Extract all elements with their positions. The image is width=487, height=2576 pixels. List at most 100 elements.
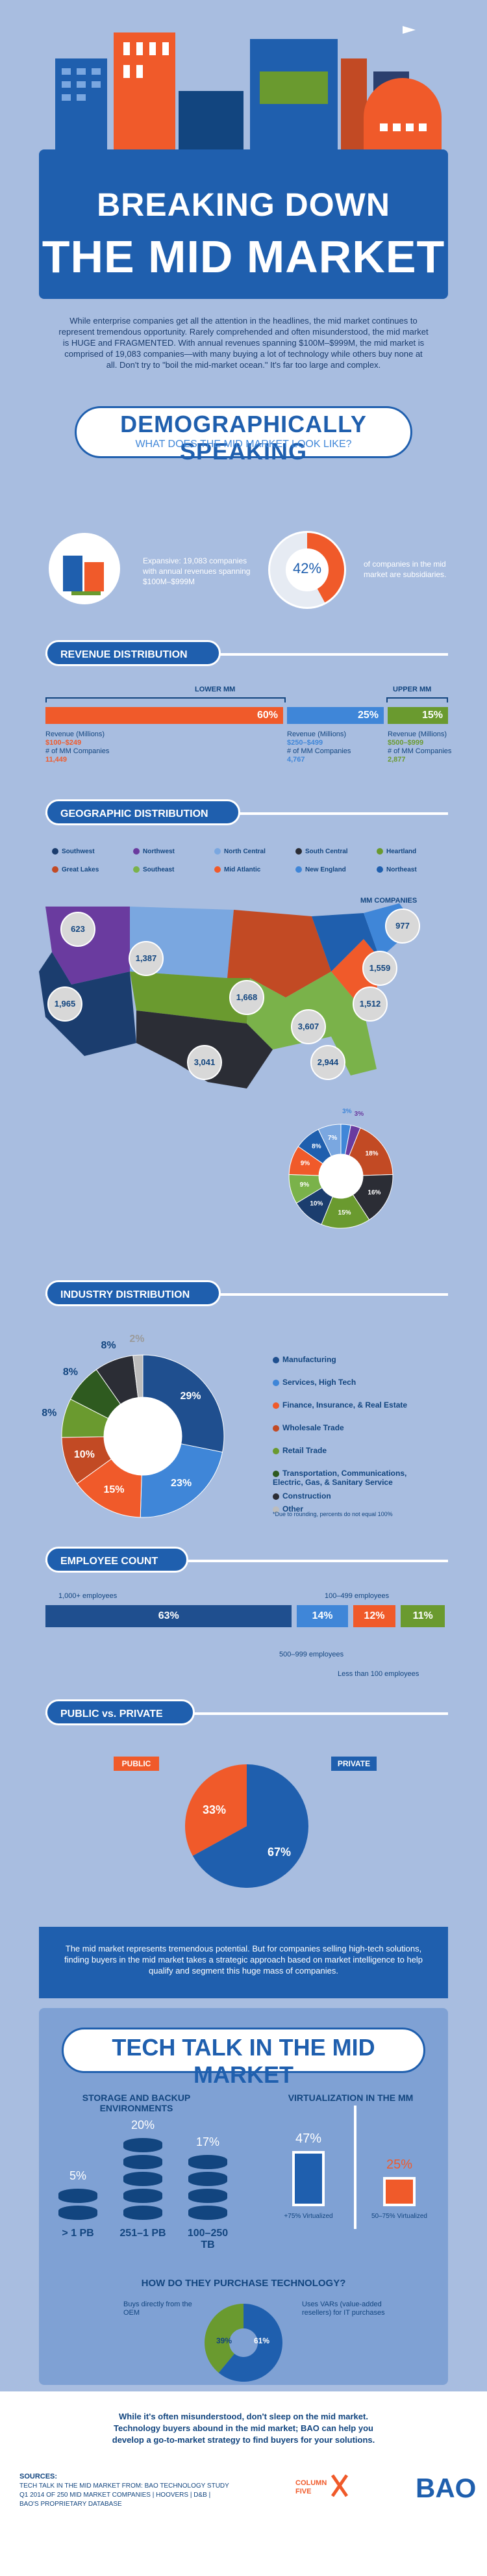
private-slice — [192, 1764, 308, 1888]
divider — [45, 1712, 448, 1715]
revenue-range-value: $100–$249 — [45, 739, 82, 747]
divider — [45, 1560, 448, 1562]
revenue-heading: REVENUE DISTRIBUTION — [45, 640, 221, 666]
page-title-line1: BREAKING DOWN — [97, 187, 390, 223]
employee-bar: 11% — [401, 1605, 445, 1627]
divider — [45, 653, 448, 656]
storage-disk — [58, 2189, 97, 2203]
region-donut-label: 7% — [327, 1135, 338, 1142]
public-label: PUBLIC — [114, 1757, 159, 1771]
demographics-title: DEMOGRAPHICALLY SPEAKING — [120, 411, 367, 465]
storage-disk — [123, 2206, 162, 2220]
virt-bar — [292, 2151, 325, 2206]
label-500-999: 500–999 employees — [279, 1651, 344, 1658]
legend-swatch — [273, 1379, 279, 1386]
region-donut-label: 3% — [354, 1111, 364, 1118]
industry-slice-label: 15% — [103, 1484, 125, 1495]
expansive-text: 19,083 companies with annual revenues sp… — [143, 556, 251, 586]
tech-divider — [354, 2106, 356, 2229]
map-value-bubble: 1,668 — [229, 980, 264, 1015]
map-value-bubble: 1,559 — [362, 951, 397, 986]
legend-label: Construction — [282, 1491, 331, 1501]
region-southwest — [39, 952, 136, 1056]
region-donut-label: 10% — [310, 1200, 323, 1208]
region-donut-label: 9% — [299, 1181, 310, 1189]
region-northeast — [312, 913, 380, 972]
virt-label: 50–75% Virtualized — [371, 2213, 427, 2220]
legend-label: Mid Atlantic — [224, 866, 261, 873]
label-100-499: 100–499 employees — [325, 1592, 390, 1600]
industry-legend-item: Other — [273, 1504, 429, 1513]
map-value-bubble: 1,965 — [47, 986, 82, 1022]
legend-label: New England — [305, 866, 346, 873]
legend-swatch — [273, 1470, 279, 1477]
legend-label: Other — [282, 1504, 304, 1513]
demographics-header — [75, 406, 412, 458]
legend-item: Northwest — [133, 848, 175, 855]
storage-pct: 20% — [131, 2119, 155, 2132]
industry-legend-item: Manufacturing — [273, 1355, 429, 1364]
region-donut-label: 8% — [312, 1142, 321, 1150]
storage-disk — [188, 2155, 227, 2169]
industry-slice-label: 10% — [73, 1449, 95, 1460]
subsidiary-pct: 42% — [292, 560, 322, 576]
legend-item: New England — [295, 866, 346, 873]
legend-item: Southwest — [52, 848, 95, 855]
map-value-bubble: 623 — [60, 912, 95, 947]
public-pct: 33% — [202, 1803, 227, 1816]
revenue-range-label: Revenue (Millions) — [388, 730, 447, 738]
storage-disk — [58, 2206, 97, 2220]
map-value-bubble: 3,041 — [187, 1045, 222, 1080]
source-line-2: Q1 2014 OF 250 MID MARKET COMPANIES | HO… — [19, 2492, 211, 2499]
city-skyline-illustration — [55, 26, 442, 156]
revenue-count-value: 4,767 — [287, 756, 305, 764]
industry-slice-label: 23% — [171, 1478, 192, 1489]
revenue-range-label: Revenue (Millions) — [287, 730, 347, 738]
map-value-bubble: 2,944 — [310, 1045, 345, 1080]
map-value-bubble: 1,512 — [353, 986, 388, 1022]
column-five-logo[interactable]: COLUMN FIVE — [295, 2479, 327, 2495]
employee-heading: EMPLOYEE COUNT — [45, 1547, 188, 1573]
legend-label: Northeast — [386, 866, 417, 873]
region-donut — [288, 1124, 393, 1229]
legend-label: Services, High Tech — [282, 1378, 356, 1387]
employee-bar: 14% — [297, 1605, 348, 1627]
legend-item: South Central — [295, 848, 348, 855]
sources-title: SOURCES: — [19, 2473, 58, 2480]
storage-label: 251–1 PB — [119, 2228, 166, 2239]
var-label: Uses VARs (value-added resellers) for IT… — [302, 2300, 385, 2317]
divider — [45, 1293, 448, 1296]
map-value-bubble: 3,607 — [291, 1009, 326, 1044]
var-slice — [218, 2304, 282, 2382]
private-label: PRIVATE — [331, 1757, 377, 1771]
legend-item: Northeast — [377, 866, 417, 873]
virt-pct: 25% — [386, 2157, 413, 2172]
legend-label: Wholesale Trade — [282, 1423, 344, 1432]
legend-label: Southeast — [143, 866, 175, 873]
virt-label: +75% Virtualized — [284, 2213, 333, 2220]
virt-bar — [383, 2177, 416, 2206]
legend-swatch — [214, 848, 221, 855]
summary-text: The mid market represents tremendous pot… — [64, 1944, 423, 1976]
industry-legend-item: Wholesale Trade — [273, 1423, 429, 1432]
buildings-icon — [49, 533, 120, 604]
revenue-count-value: 11,449 — [45, 756, 68, 764]
revenue-count-value: 2,877 — [388, 756, 406, 764]
bao-logo[interactable]: BAO — [416, 2473, 477, 2503]
public-slice — [185, 1764, 247, 1856]
legend-label: Retail Trade — [282, 1446, 327, 1455]
industry-legend-item: Services, High Tech — [273, 1378, 429, 1387]
purchase-donut — [205, 2304, 282, 2382]
revenue-range: Revenue (Millions) $100–$249 # of MM Compa… — [45, 730, 136, 764]
storage-disk — [188, 2206, 227, 2220]
employee-bar: 12% — [353, 1605, 396, 1627]
legend-label: Heartland — [386, 848, 417, 855]
revenue-range-value: $500–$999 — [388, 739, 424, 747]
oem-slice — [205, 2304, 244, 2373]
storage-disk — [188, 2172, 227, 2186]
legend-swatch — [273, 1402, 279, 1409]
revenue-range: Revenue (Millions) $500–$999 # of MM Compa… — [388, 730, 479, 764]
legend-swatch — [377, 866, 383, 873]
legend-swatch — [295, 848, 302, 855]
upper-bracket — [386, 697, 448, 702]
